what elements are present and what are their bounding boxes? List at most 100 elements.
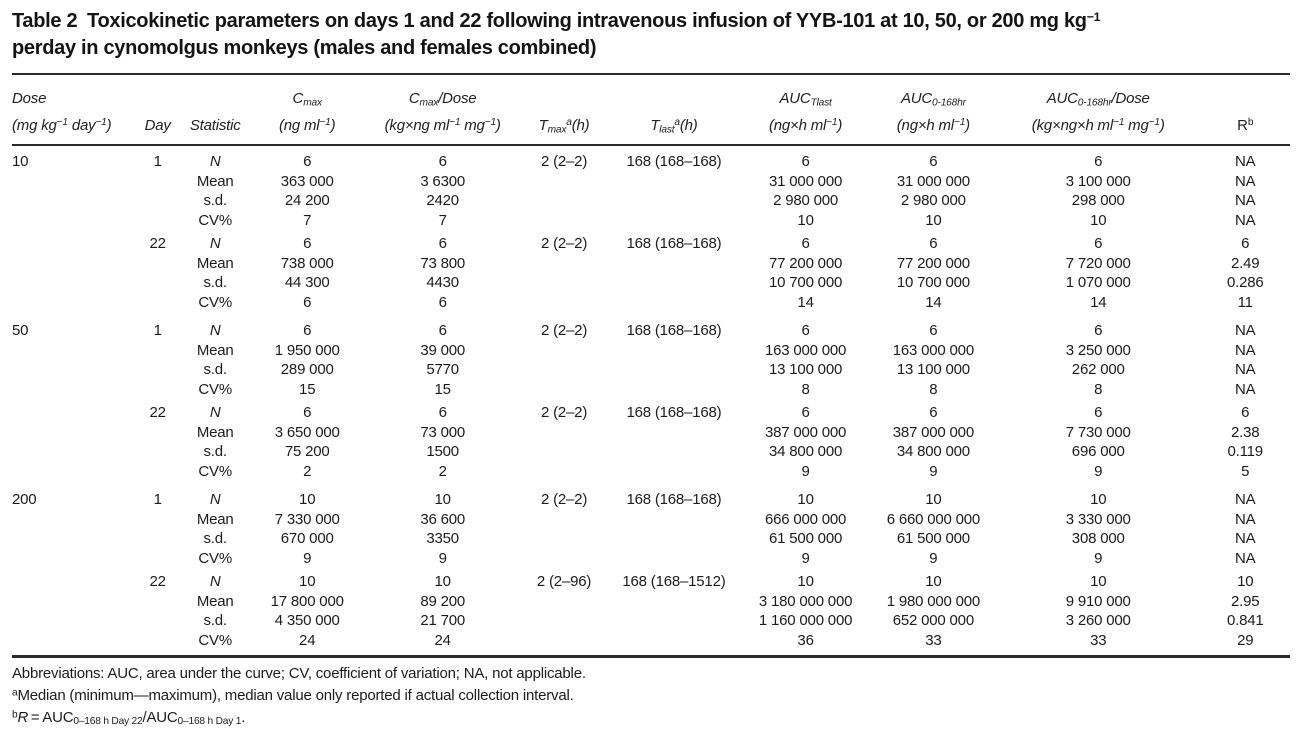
header-auc-0-168hr: AUC0-168hr [900, 90, 966, 109]
cell-cmax-dose: 4430 [426, 274, 459, 291]
cell-auc-tlast: 8 [801, 380, 810, 398]
cell-auc-0-168hr: 77 200 000 [896, 254, 970, 272]
cell-day: 1 [153, 491, 162, 508]
cell-tmax [521, 442, 608, 462]
cell-auc-tlast: 6 [801, 322, 810, 339]
cell-tmax [521, 510, 608, 530]
cell-tmax [521, 172, 608, 192]
cell-auc-tlast: 34 800 000 [769, 443, 843, 460]
header-cmax-units: (ng ml−1) [249, 108, 365, 146]
cell-auc-0-168hr-dose: 7 720 000 [1065, 254, 1131, 272]
cell-statistic: s.d. [203, 443, 227, 460]
cell-dose [12, 462, 135, 482]
cell-auc-0-168hr-dose: 10 [1090, 211, 1107, 229]
cell-day [135, 254, 181, 274]
cell-auc-0-168hr-dose: 6 [1094, 235, 1103, 252]
cell-auc-0-168hr: 13 100 000 [896, 361, 970, 378]
cell-auc-0-168hr-dose: 696 000 [1071, 443, 1125, 460]
cell-r: NA [1235, 530, 1256, 547]
cell-auc-0-168hr-dose: 3 100 000 [1065, 172, 1131, 190]
table-row: Mean 17 800 000 89 200 3 180 000 000 1 980 0… [12, 592, 1290, 612]
cell-cmax-dose: 15 [434, 380, 451, 398]
cell-statistic: Mean [196, 592, 234, 610]
cell-dose [12, 529, 135, 549]
header-auc-0-168hr-units: (ng×h ml−1) [870, 108, 996, 146]
cell-tlast [608, 293, 741, 313]
cell-auc-0-168hr-dose: 6 [1094, 404, 1103, 421]
cell-auc-0-168hr: 10 [925, 573, 942, 590]
table-body: 10 1 N 6 6 2 (2–2) 168 (168–168) 6 6 6 NA Mean 363 0… [12, 145, 1290, 657]
header-dose-units: (mg kg−1 day−1) [12, 108, 135, 146]
cell-statistic: N [209, 491, 221, 508]
cell-cmax-dose: 39 000 [420, 341, 465, 359]
cell-tmax [521, 211, 608, 231]
cell-statistic: N [209, 322, 221, 339]
cell-auc-0-168hr: 6 [929, 322, 938, 339]
header-cmax-dose-units: (kg×ng ml−1 mg−1) [364, 108, 521, 146]
cell-auc-0-168hr: 34 800 000 [896, 443, 970, 460]
cell-dose [12, 380, 135, 400]
cell-r: NA [1235, 341, 1256, 359]
cell-statistic: N [209, 235, 221, 252]
cell-auc-0-168hr: 10 700 000 [896, 274, 970, 291]
header-statistic: Statistic [180, 108, 250, 146]
cell-statistic: Mean [196, 341, 234, 359]
cell-r: NA [1235, 380, 1256, 398]
cell-r: 6 [1241, 404, 1250, 421]
cell-r: 0.119 [1227, 443, 1264, 460]
table-row: CV% 7 7 10 10 10 NA [12, 211, 1290, 231]
cell-day: 1 [153, 153, 162, 170]
table-row: s.d. 670 000 3350 61 500 000 61 500 000 308 0… [12, 529, 1290, 549]
cell-r: NA [1235, 322, 1256, 339]
cell-r: 10 [1237, 573, 1254, 590]
cell-r: 2.95 [1231, 592, 1260, 610]
cell-auc-0-168hr-dose: 8 [1094, 380, 1103, 398]
cell-day [135, 611, 181, 631]
cell-auc-0-168hr: 163 000 000 [892, 341, 974, 359]
cell-cmax: 2 [303, 462, 312, 480]
cell-statistic: N [209, 404, 221, 421]
cell-day [135, 631, 181, 657]
cell-cmax: 44 300 [284, 274, 330, 291]
cell-cmax-dose: 2 [438, 462, 447, 480]
cell-dose [12, 273, 135, 293]
cell-cmax-dose: 24 [434, 631, 451, 649]
cell-auc-0-168hr: 14 [925, 293, 942, 311]
header-spacer-tmax [521, 74, 608, 108]
table-row: 50 1 N 6 6 2 (2–2) 168 (168–168) 6 6 6 NA [12, 312, 1290, 341]
cell-day: 22 [149, 235, 166, 252]
cell-auc-0-168hr: 8 [929, 380, 938, 398]
cell-tmax: 2 (2–2) [540, 235, 588, 252]
cell-r: 0.286 [1226, 274, 1264, 291]
cell-day [135, 442, 181, 462]
header-spacer-r [1200, 74, 1290, 108]
cell-auc-0-168hr-dose: 1 070 000 [1065, 274, 1131, 291]
cell-tmax [521, 360, 608, 380]
header-cmax-dose: Cmax/Dose [408, 90, 477, 109]
cell-cmax: 289 000 [280, 361, 334, 378]
header-tlast: Tlasta(h) [607, 108, 741, 146]
header-row-quantities: Dose Cmax Cmax/Dose AUCTlast AUC0-168hr … [12, 74, 1290, 108]
cell-auc-0-168hr: 9 [929, 462, 938, 480]
header-spacer-day [135, 74, 181, 108]
cell-auc-0-168hr: 6 [929, 235, 938, 252]
cell-tmax [521, 549, 608, 569]
header-auc-0-168hr-dose: AUC0-168hr/Dose [1046, 90, 1150, 109]
cell-tlast [608, 273, 741, 293]
cell-r: 6 [1241, 235, 1250, 252]
table-row: CV% 6 6 14 14 14 11 [12, 293, 1290, 313]
cell-dose [12, 341, 135, 361]
cell-cmax: 4 350 000 [274, 612, 340, 629]
cell-auc-0-168hr: 10 [925, 491, 942, 508]
table-row: Mean 363 000 3 6300 31 000 000 31 000 000 3 1… [12, 172, 1290, 192]
cell-tmax [521, 592, 608, 612]
cell-cmax: 75 200 [284, 443, 330, 460]
cell-cmax: 363 000 [280, 172, 334, 190]
cell-cmax: 6 [303, 293, 312, 311]
cell-dose [12, 592, 135, 612]
table-row: CV% 9 9 9 9 9 NA [12, 549, 1290, 569]
cell-tlast [608, 423, 741, 443]
cell-tmax [521, 273, 608, 293]
cell-statistic: N [209, 573, 221, 590]
